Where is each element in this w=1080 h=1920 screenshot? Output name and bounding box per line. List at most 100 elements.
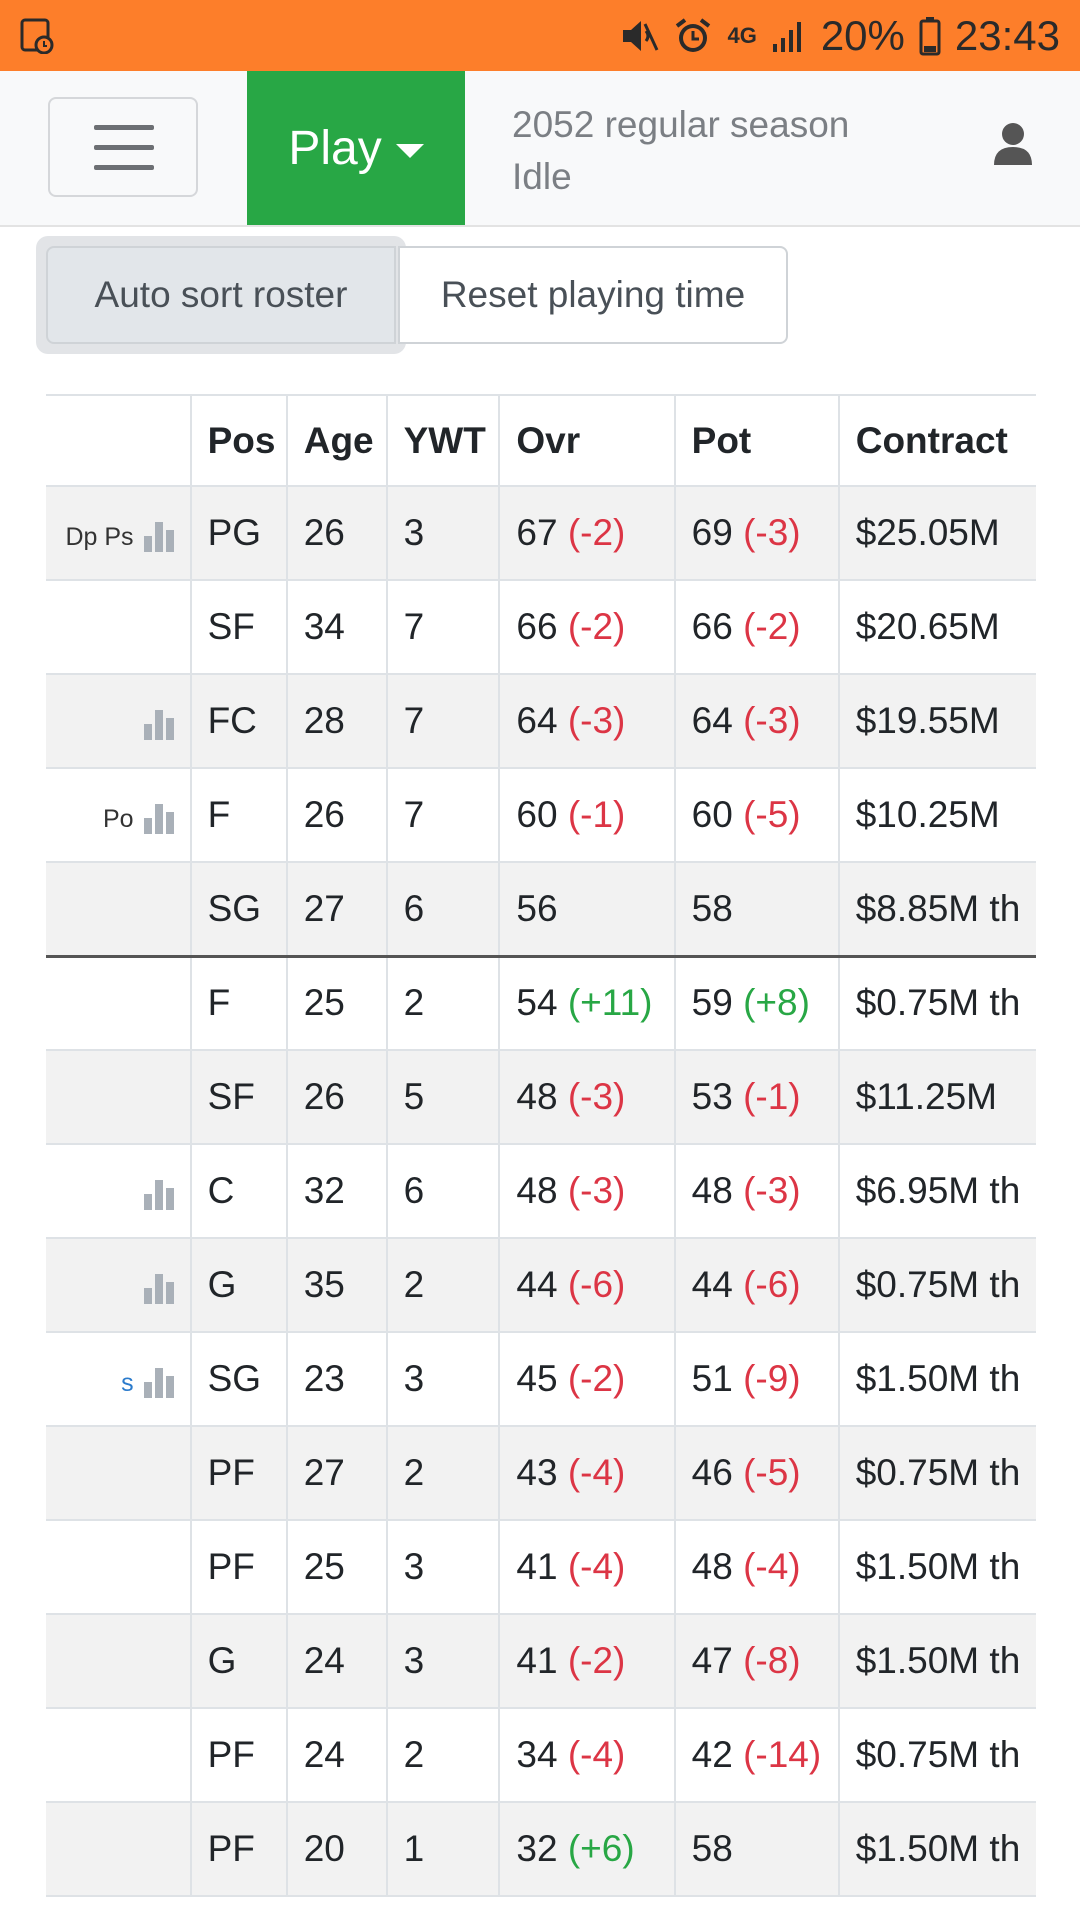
pot-cell: 58 (673, 1802, 839, 1897)
table-row[interactable]: SG 27 6 56 58 $8.85M th (46, 862, 1036, 958)
player-skills-cell (46, 1520, 191, 1615)
pot-column-header[interactable]: Pot (673, 396, 839, 487)
hamburger-menu-button[interactable] (48, 97, 198, 197)
ovr-cell: 34 (-4) (498, 1708, 675, 1803)
ratings-chart-icon[interactable] (142, 706, 178, 741)
contract-cell: $1.50M th (837, 1520, 1036, 1615)
table-row[interactable]: SF 34 7 66 (-2) 66 (-2) $20.65M (46, 580, 1036, 675)
ovr-column-header[interactable]: Ovr (498, 396, 675, 487)
ratings-chart-icon[interactable] (142, 1364, 178, 1399)
ovr-cell: 67 (-2) (498, 486, 675, 581)
caret-down-icon (395, 144, 424, 158)
table-row[interactable]: Dp Ps PG 26 3 67 (-2) 69 (-3) $25.05M (46, 486, 1036, 581)
play-label: Play (288, 121, 382, 175)
ywt-cell: 3 (385, 486, 500, 581)
table-row[interactable]: Po F 26 7 60 (-1) 60 (-5) $10.25M (46, 768, 1036, 863)
table-row[interactable]: PF 25 3 41 (-4) 48 (-4) $1.50M th (46, 1520, 1036, 1615)
pot-cell: 51 (-9) (673, 1332, 839, 1427)
ovr-delta: (+6) (567, 1828, 635, 1869)
table-row[interactable]: G 35 2 44 (-6) 44 (-6) $0.75M th (46, 1238, 1036, 1333)
age-cell: 27 (285, 862, 387, 958)
pot-cell: 48 (-3) (673, 1144, 839, 1239)
age-cell: 32 (285, 1144, 387, 1239)
status-bar: 4G 20% 23:43 (0, 0, 1080, 71)
ywt-cell: 5 (385, 1050, 500, 1145)
contract-cell: $1.50M th (837, 1802, 1036, 1897)
table-row[interactable]: s SG 23 3 45 (-2) 51 (-9) $1.50M th (46, 1332, 1036, 1427)
pot-delta: (-8) (743, 1640, 801, 1681)
ovr-delta: (-2) (567, 1358, 626, 1399)
pos-cell: SF (189, 1050, 287, 1145)
pot-delta: (-3) (743, 700, 801, 741)
player-skills-cell: Po (46, 768, 191, 863)
pos-column-header[interactable]: Pos (189, 396, 287, 487)
player-skills-cell (46, 1802, 191, 1897)
ratings-chart-icon[interactable] (142, 518, 178, 553)
table-row[interactable]: PF 24 2 34 (-4) 42 (-14) $0.75M th (46, 1708, 1036, 1803)
auto-sort-roster-button[interactable]: Auto sort roster (46, 246, 396, 344)
age-cell: 34 (285, 580, 387, 675)
table-row[interactable]: PF 20 1 32 (+6) 58 $1.50M th (46, 1802, 1036, 1897)
ywt-column-header[interactable]: YWT (385, 396, 500, 487)
contract-cell: $11.25M (837, 1050, 1036, 1145)
pos-cell: F (189, 768, 287, 863)
ovr-delta: (-2) (567, 606, 626, 647)
season-label: 2052 regular season (512, 104, 850, 145)
pot-value: 51 (691, 1358, 733, 1399)
ovr-cell: 66 (-2) (498, 580, 675, 675)
pot-cell: 42 (-14) (673, 1708, 839, 1803)
alarm-icon (676, 18, 711, 52)
ovr-delta: (-1) (567, 794, 626, 835)
pos-cell: FC (189, 674, 287, 769)
contract-column-header[interactable]: Contract (837, 396, 1036, 487)
contract-cell: $0.75M th (837, 1238, 1036, 1333)
pot-value: 58 (691, 1828, 733, 1869)
player-skills-cell (46, 1426, 191, 1521)
ovr-delta: (-6) (567, 1264, 626, 1305)
table-row[interactable]: F 25 2 54 (+11) 59 (+8) $0.75M th (46, 956, 1036, 1051)
table-row[interactable]: PF 27 2 43 (-4) 46 (-5) $0.75M th (46, 1426, 1036, 1521)
table-row[interactable]: G 24 3 41 (-2) 47 (-8) $1.50M th (46, 1614, 1036, 1709)
ovr-value: 66 (516, 606, 558, 647)
ovr-cell: 48 (-3) (498, 1144, 675, 1239)
pos-cell: SG (189, 862, 287, 958)
age-column-header[interactable]: Age (285, 396, 387, 487)
ywt-cell: 6 (385, 1144, 500, 1239)
reset-playing-time-button[interactable]: Reset playing time (398, 246, 788, 344)
table-row[interactable]: FC 28 7 64 (-3) 64 (-3) $19.55M (46, 674, 1036, 769)
ovr-delta: (-3) (567, 1076, 626, 1117)
pot-cell: 69 (-3) (673, 486, 839, 581)
ovr-value: 44 (516, 1264, 558, 1305)
pos-cell: PF (189, 1802, 287, 1897)
pot-cell: 58 (673, 862, 839, 958)
skill-tags: s (121, 1369, 134, 1397)
pot-delta: (-3) (743, 512, 801, 553)
pot-value: 44 (691, 1264, 733, 1305)
user-icon[interactable] (992, 121, 1034, 167)
pot-cell: 48 (-4) (673, 1520, 839, 1615)
contract-cell: $6.95M th (837, 1144, 1036, 1239)
age-cell: 23 (285, 1332, 387, 1427)
pot-delta: (-2) (743, 606, 801, 647)
ywt-cell: 3 (385, 1520, 500, 1615)
ratings-chart-icon[interactable] (142, 1270, 178, 1305)
name-column-header[interactable] (46, 396, 191, 487)
skill-tags: Po (102, 805, 134, 833)
pot-delta: (-9) (743, 1358, 801, 1399)
play-dropdown-button[interactable]: Play (247, 71, 465, 225)
ratings-chart-icon[interactable] (142, 1176, 178, 1211)
pot-value: 47 (691, 1640, 733, 1681)
table-row[interactable]: SF 26 5 48 (-3) 53 (-1) $11.25M (46, 1050, 1036, 1145)
ovr-cell: 56 (498, 862, 675, 958)
pos-cell: SF (189, 580, 287, 675)
ywt-cell: 2 (385, 1238, 500, 1333)
roster-table-container[interactable]: Pos Age YWT Ovr Pot Contract Dp Ps PG 26 3 6… (46, 394, 1036, 1920)
table-row[interactable]: C 32 6 48 (-3) 48 (-3) $6.95M th (46, 1144, 1036, 1239)
ratings-chart-icon[interactable] (142, 800, 178, 835)
calendar-clock-icon (20, 18, 54, 54)
ovr-cell: 60 (-1) (498, 768, 675, 863)
player-skills-cell (46, 674, 191, 769)
battery-percent: 20% (820, 12, 905, 59)
ovr-value: 64 (516, 700, 558, 741)
contract-cell: $19.55M (837, 674, 1036, 769)
